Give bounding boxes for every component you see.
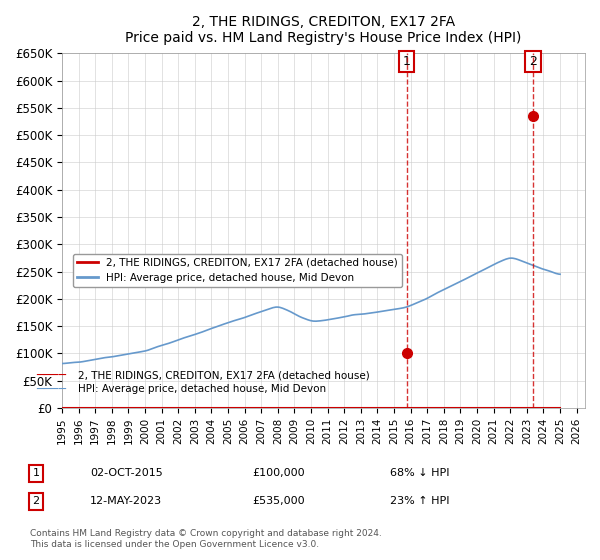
Text: ────: ────: [36, 382, 66, 396]
Legend: 2, THE RIDINGS, CREDITON, EX17 2FA (detached house), HPI: Average price, detache: 2, THE RIDINGS, CREDITON, EX17 2FA (deta…: [73, 254, 402, 287]
Text: Contains HM Land Registry data © Crown copyright and database right 2024.
This d: Contains HM Land Registry data © Crown c…: [30, 529, 382, 549]
Text: £100,000: £100,000: [252, 468, 305, 478]
Text: 1: 1: [32, 468, 40, 478]
Text: ────: ────: [36, 368, 66, 382]
Text: HPI: Average price, detached house, Mid Devon: HPI: Average price, detached house, Mid …: [78, 384, 326, 394]
Text: 23% ↑ HPI: 23% ↑ HPI: [390, 496, 449, 506]
Text: 02-OCT-2015: 02-OCT-2015: [90, 468, 163, 478]
Text: £535,000: £535,000: [252, 496, 305, 506]
Text: 2, THE RIDINGS, CREDITON, EX17 2FA (detached house): 2, THE RIDINGS, CREDITON, EX17 2FA (deta…: [78, 370, 370, 380]
Title: 2, THE RIDINGS, CREDITON, EX17 2FA
Price paid vs. HM Land Registry's House Price: 2, THE RIDINGS, CREDITON, EX17 2FA Price…: [125, 15, 522, 45]
Text: 2: 2: [529, 55, 537, 68]
Text: 1: 1: [403, 55, 410, 68]
Text: 2: 2: [32, 496, 40, 506]
Text: 68% ↓ HPI: 68% ↓ HPI: [390, 468, 449, 478]
Text: 12-MAY-2023: 12-MAY-2023: [90, 496, 162, 506]
